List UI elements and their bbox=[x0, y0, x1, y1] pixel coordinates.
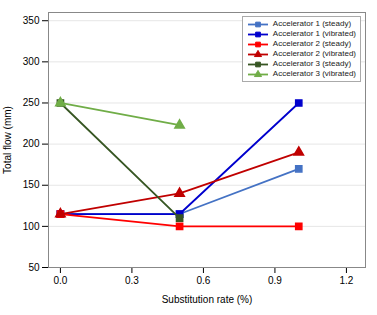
svg-text:350: 350 bbox=[23, 15, 40, 26]
svg-text:0.0: 0.0 bbox=[53, 275, 67, 286]
svg-text:0.9: 0.9 bbox=[268, 275, 282, 286]
svg-text:300: 300 bbox=[23, 56, 40, 67]
html-text:Accelerator 1 (steady): Accelerator 1 (steady) bbox=[272, 19, 352, 28]
html-text:Accelerator 2 (vibrated): Accelerator 2 (vibrated) bbox=[272, 49, 356, 58]
svg-text:200: 200 bbox=[23, 138, 40, 149]
svg-text:50: 50 bbox=[28, 262, 40, 273]
svg-text:0.3: 0.3 bbox=[125, 275, 139, 286]
svg-text:1.2: 1.2 bbox=[339, 275, 353, 286]
html-text:Accelerator 1 (vibrated): Accelerator 1 (vibrated) bbox=[272, 29, 356, 38]
svg-text:Total flow (mm): Total flow (mm) bbox=[2, 106, 13, 174]
svg-text:0.6: 0.6 bbox=[196, 275, 210, 286]
svg-text:100: 100 bbox=[23, 221, 40, 232]
html-text:Accelerator 3 (steady): Accelerator 3 (steady) bbox=[272, 59, 352, 68]
svg-text:Substitution rate (%): Substitution rate (%) bbox=[162, 294, 253, 305]
svg-text:250: 250 bbox=[23, 97, 40, 108]
html-text:Accelerator 3 (vibrated): Accelerator 3 (vibrated) bbox=[272, 69, 356, 78]
html-text:Accelerator 2 (steady): Accelerator 2 (steady) bbox=[272, 39, 352, 48]
svg-text:150: 150 bbox=[23, 179, 40, 190]
